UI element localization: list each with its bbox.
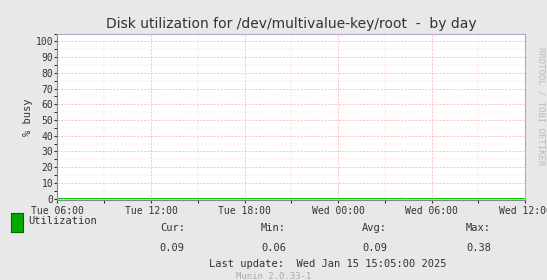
Text: 0.06: 0.06 [261, 242, 286, 253]
Text: Last update:  Wed Jan 15 15:05:00 2025: Last update: Wed Jan 15 15:05:00 2025 [210, 258, 447, 269]
Text: Avg:: Avg: [362, 223, 387, 233]
Text: Utilization: Utilization [28, 216, 97, 226]
Y-axis label: % busy: % busy [23, 98, 33, 136]
Text: Max:: Max: [466, 223, 491, 233]
Text: 0.09: 0.09 [362, 242, 387, 253]
Text: Min:: Min: [261, 223, 286, 233]
Text: Cur:: Cur: [160, 223, 185, 233]
Text: 0.09: 0.09 [160, 242, 185, 253]
Text: RRDTOOL / TOBI OETIKER: RRDTOOL / TOBI OETIKER [537, 47, 546, 165]
Text: Munin 2.0.33-1: Munin 2.0.33-1 [236, 272, 311, 280]
Text: 0.38: 0.38 [466, 242, 491, 253]
Title: Disk utilization for /dev/multivalue-key/root  -  by day: Disk utilization for /dev/multivalue-key… [106, 17, 476, 31]
